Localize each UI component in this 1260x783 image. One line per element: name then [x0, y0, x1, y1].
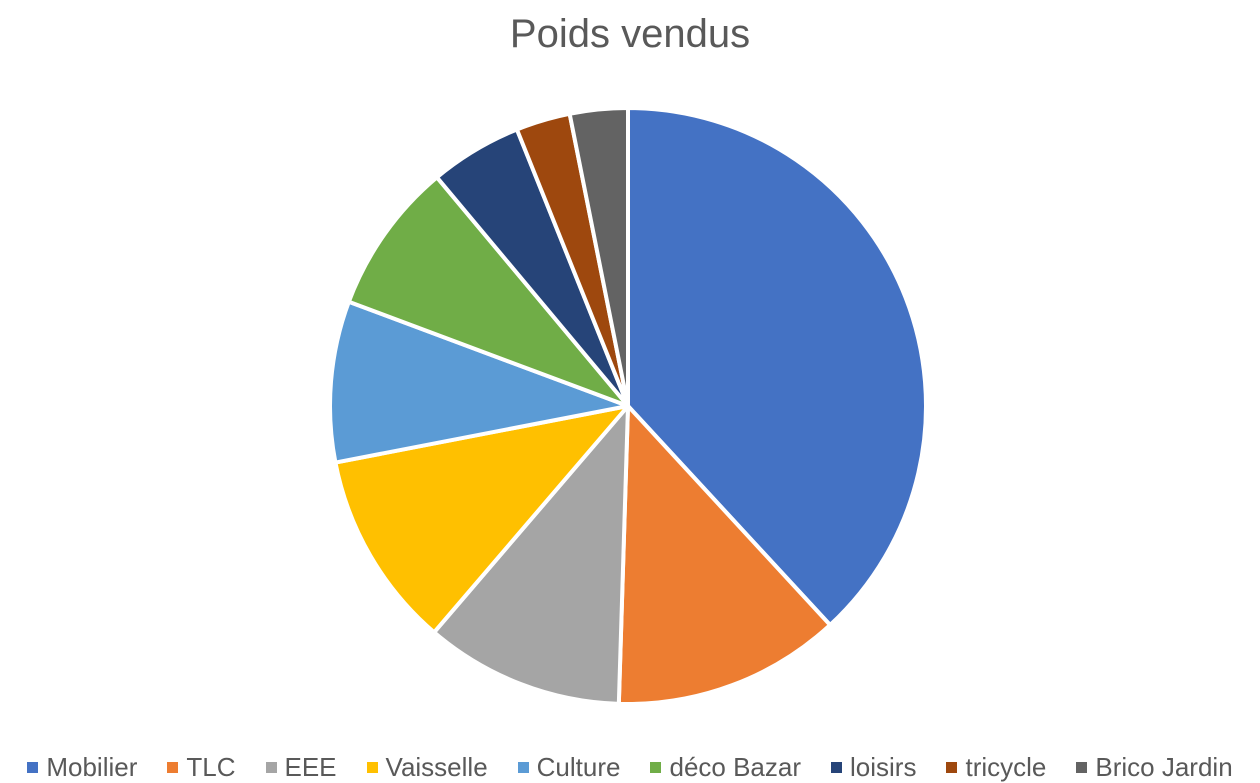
legend-item-mobilier: Mobilier	[27, 752, 137, 783]
pie-slice-brico-jardin	[567, 106, 630, 408]
legend-item-loisirs: loisirs	[831, 752, 916, 783]
legend-swatch	[946, 761, 958, 773]
pie-slice-d-co-bazar	[346, 175, 630, 408]
chart-title: Poids vendus	[509, 12, 751, 56]
legend-swatch	[366, 761, 378, 773]
legend-item-culture: Culture	[517, 751, 621, 783]
legend-label: tricycle	[965, 751, 1047, 782]
pie-slice-culture	[328, 299, 630, 465]
legend-swatch	[265, 761, 277, 773]
legend-swatch	[27, 761, 39, 773]
legend-label: loisirs	[850, 751, 917, 782]
legend-swatch	[517, 761, 529, 773]
legend-label: Brico Jardin	[1095, 751, 1233, 782]
legend-label: EEE	[284, 751, 337, 782]
legend-item-d-co-bazar: déco Bazar	[650, 752, 801, 783]
legend-item-tricycle: tricycle	[946, 752, 1046, 783]
legend-swatch	[167, 761, 179, 773]
legend-item-brico-jardin: Brico Jardin	[1076, 751, 1233, 783]
pie-slice-mobilier	[626, 106, 928, 627]
pie-slice-eee	[432, 404, 630, 706]
legend-label: TLC	[186, 751, 236, 782]
legend-swatch	[1076, 761, 1088, 773]
legend-item-vaisselle: Vaisselle	[366, 751, 488, 783]
legend-swatch	[831, 761, 843, 773]
legend-label: déco Bazar	[669, 751, 802, 782]
legend-label: Culture	[536, 751, 621, 782]
legend-item-eee: EEE	[265, 751, 337, 783]
legend-item-tlc: TLC	[167, 751, 236, 783]
legend-swatch	[650, 761, 662, 773]
pie-slice-vaisselle	[333, 404, 630, 635]
legend-label: Mobilier	[46, 751, 138, 782]
chart-legend: Mobilier TLC EEE Vaisselle Culture déco Bazar…	[0, 752, 1260, 782]
legend-label: Vaisselle	[385, 751, 488, 782]
pie-slice-tlc	[616, 404, 833, 706]
